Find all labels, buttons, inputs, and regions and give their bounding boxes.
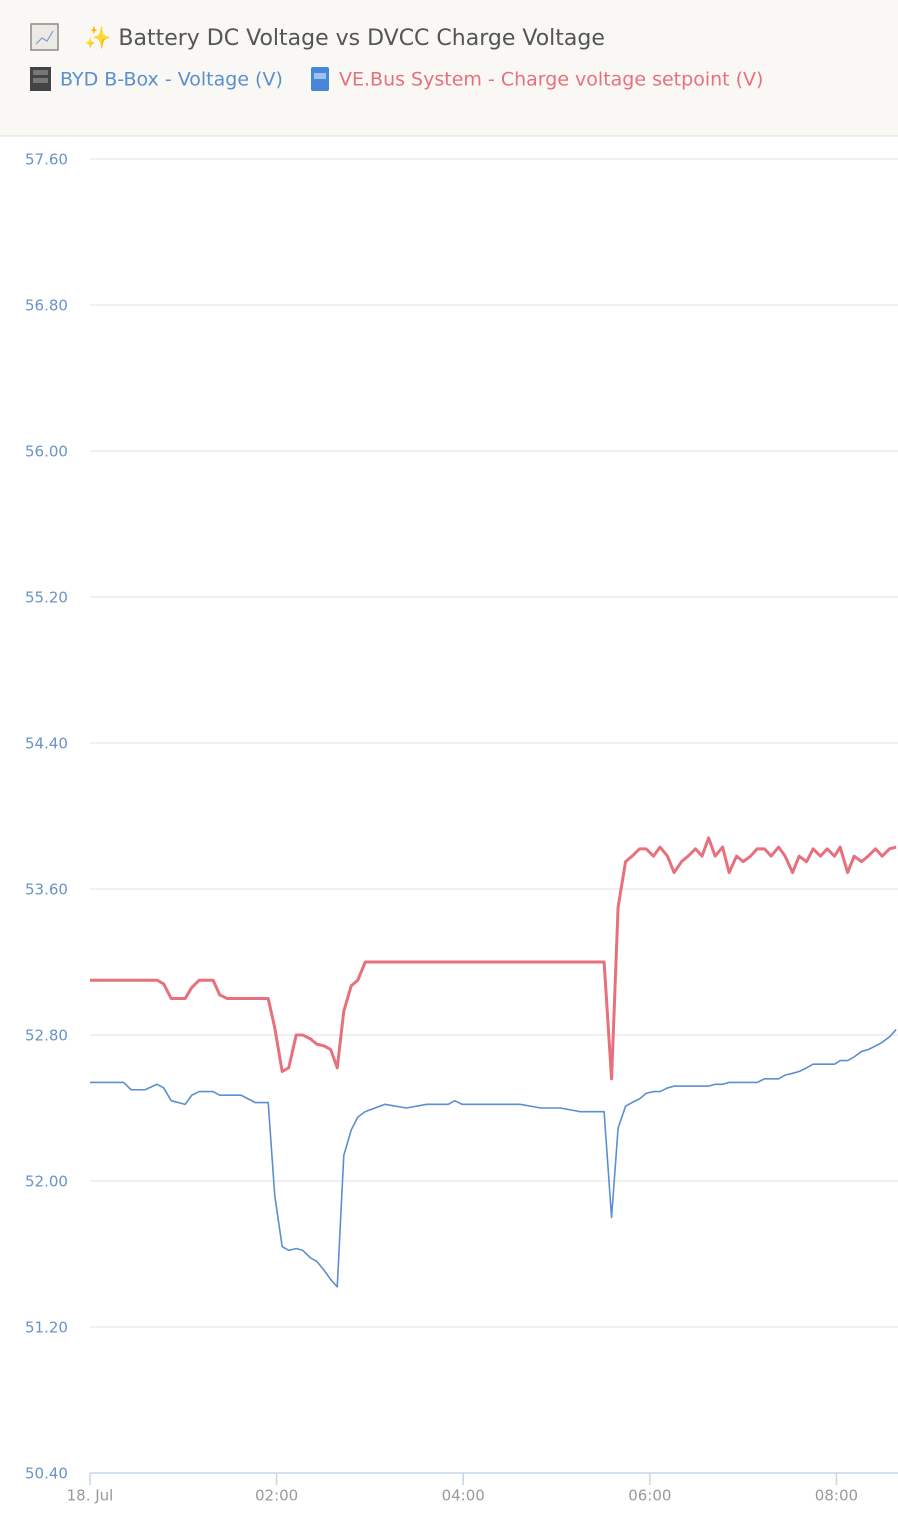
legend-label: BYD B-Box - Voltage (V) bbox=[60, 69, 283, 91]
x-tick-label: 04:00 bbox=[442, 1487, 485, 1505]
legend-icon bbox=[311, 67, 329, 91]
y-tick-label: 56.00 bbox=[25, 443, 68, 461]
series-line bbox=[90, 836, 897, 1081]
y-tick-label: 54.40 bbox=[25, 735, 68, 753]
chart-icon bbox=[30, 23, 59, 51]
x-tick-label: 18. Jul bbox=[67, 1487, 114, 1505]
x-tick-label: 06:00 bbox=[628, 1487, 671, 1505]
legend-label: VE.Bus System - Charge voltage setpoint … bbox=[339, 69, 763, 91]
legend-icon bbox=[30, 67, 51, 91]
y-tick-label: 51.20 bbox=[25, 1319, 68, 1337]
y-tick-label: 55.20 bbox=[25, 589, 68, 607]
x-tick-label: 02:00 bbox=[255, 1487, 298, 1505]
y-tick-label: 57.60 bbox=[25, 151, 68, 169]
chart-title: ✨ Battery DC Voltage vs DVCC Charge Volt… bbox=[84, 25, 605, 51]
series-line bbox=[90, 1028, 897, 1288]
header bbox=[0, 0, 898, 136]
y-tick-label: 56.80 bbox=[25, 297, 68, 315]
x-tick-label: 08:00 bbox=[815, 1487, 858, 1505]
y-tick-label: 52.00 bbox=[25, 1173, 68, 1191]
y-tick-label: 53.60 bbox=[25, 881, 68, 899]
y-tick-label: 50.40 bbox=[25, 1465, 68, 1483]
y-tick-label: 52.80 bbox=[25, 1027, 68, 1045]
